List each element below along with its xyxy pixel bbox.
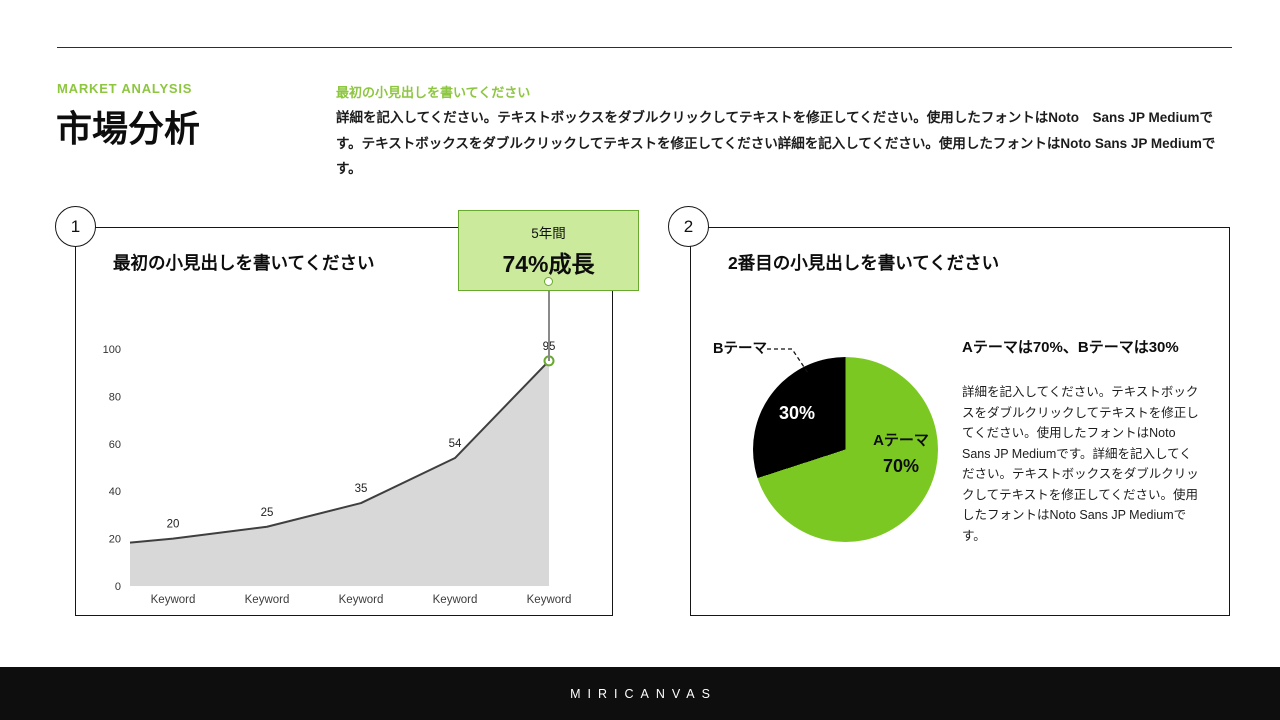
pie-label-b: Bテーマ [713,341,767,357]
top-divider [57,47,1232,48]
pie-value-a: 70% [882,456,920,476]
area-chart: 0 20 40 60 80 100 Keyword Keyword Keyword Keyword… [103,341,572,606]
brand-logo-text: MIRICANVAS [570,686,717,701]
pie-summary-heading: Aテーマは70%、Bテーマは30% [962,339,1179,356]
card1-number-badge: 1 [55,206,96,247]
callout-anchor-dot [544,277,553,286]
card1-title: 最初の小見出しを書いてください [113,253,375,273]
pie-leader-dashed-line [767,348,809,374]
x-category-label: Keyword [433,594,478,606]
value-label: 35 [355,483,368,495]
pie-label-a: Aテーマ [873,432,929,449]
pie-chart [753,357,938,542]
value-label: 25 [261,507,274,519]
value-label: 20 [167,519,180,531]
y-tick-label: 0 [115,581,121,593]
pie-slice-a-labels: Aテーマ 70% [864,429,938,479]
area-line-shape [129,360,550,544]
y-tick-label: 60 [109,439,121,451]
y-tick-label: 20 [109,534,121,546]
callout-period: 5年間 [531,226,566,241]
card2-title: 2番目の小見出しを書いてください [728,253,1000,273]
area-fill-shape [130,360,549,586]
x-category-label: Keyword [527,594,572,606]
callout-growth: 74%成長 [502,251,595,277]
kicker-label: MARKET ANALYSIS [57,81,193,96]
y-tick-label: 100 [103,344,121,356]
pie-value-b: 30% [779,403,816,423]
footer-bar: MIRICANVAS [0,667,1280,720]
x-category-label: Keyword [151,594,196,606]
x-category-label: Keyword [245,594,290,606]
card2-number-badge: 2 [668,206,709,247]
pie-summary-body: 詳細を記入してください。テキストボックスをダブルクリックしてテキストを修正してく… [962,385,1199,543]
y-tick-label: 40 [109,486,121,498]
card2-number: 2 [683,216,694,236]
x-category-label: Keyword [339,594,384,606]
header-subheading: 最初の小見出しを書いてください [336,85,531,100]
header-body-text: 詳細を記入してください。テキストボックスをダブルクリックしてテキストを修正してく… [336,110,1216,176]
value-label: 54 [449,438,462,450]
y-tick-label: 80 [109,391,121,403]
callout-leader-line [548,287,550,361]
page-title: 市場分析 [56,108,201,149]
card1-number: 1 [70,216,81,236]
